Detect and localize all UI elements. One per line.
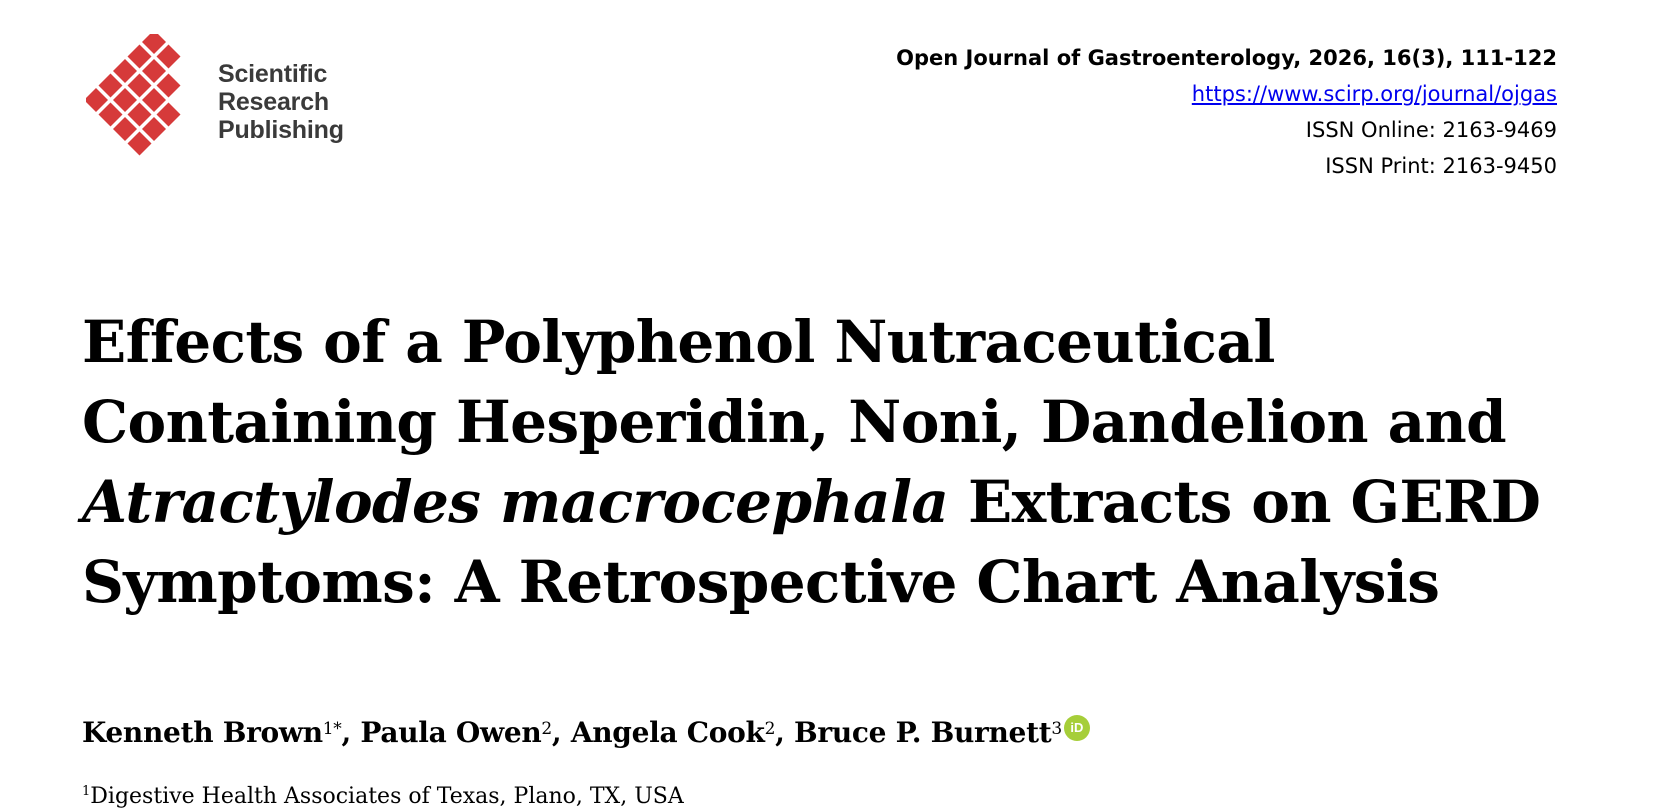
publisher-logo[interactable]: Scientific Research Publishing — [86, 34, 386, 174]
logo-diamond — [113, 59, 137, 83]
author-affiliation-mark: 1* — [322, 719, 342, 739]
logo-diamond — [127, 102, 152, 127]
affiliation: 1Digestive Health Associates of Texas, P… — [82, 784, 684, 809]
journal-info: Open Journal of Gastroenterology, 2026, … — [896, 40, 1557, 184]
author-affiliation-mark: 2 — [541, 719, 552, 739]
author-affiliation-mark: 3 — [1051, 719, 1062, 739]
title-line-3-rest: Extracts on GERD — [948, 468, 1541, 536]
title-line-1: Effects of a Polyphenol Nutraceutical — [82, 308, 1275, 376]
logo-diamonds — [86, 34, 181, 156]
logo-diamond — [127, 73, 152, 98]
logo-diamond — [113, 88, 137, 112]
issn-online: ISSN Online: 2163-9469 — [1305, 118, 1557, 142]
title-line-4: Symptoms: A Retrospective Chart Analysis — [82, 548, 1440, 616]
affiliation-text: Digestive Health Associates of Texas, Pl… — [90, 784, 684, 809]
author-name: Angela Cook — [570, 716, 765, 749]
journal-url-link[interactable]: https://www.scirp.org/journal/ojgas — [1191, 82, 1557, 106]
publisher-name: Scientific Research Publishing — [218, 60, 344, 144]
author-name: Kenneth Brown — [82, 716, 323, 749]
logo-diamond — [142, 59, 166, 83]
logo-diamond — [127, 131, 152, 156]
author-name: Bruce P. Burnett — [794, 716, 1052, 749]
title-species-name: Atractylodes macrocephala — [82, 468, 949, 536]
logo-diamond — [156, 44, 181, 69]
logo-diamond — [142, 88, 166, 112]
logo-diamond — [142, 34, 166, 54]
author-separator: , — [341, 716, 361, 749]
affiliation-mark: 1 — [82, 784, 91, 799]
logo-diamond — [142, 117, 166, 141]
diamond-grid-logo-icon — [86, 34, 181, 156]
logo-diamond — [98, 102, 123, 127]
paper-title: Effects of a Polyphenol Nutraceutical Co… — [82, 302, 1582, 622]
author-affiliation-mark: 2 — [764, 719, 776, 739]
author-separator: , — [775, 716, 795, 749]
publisher-name-line1: Scientific — [218, 60, 328, 88]
publisher-name-line2: Research — [218, 88, 329, 116]
logo-diamond — [156, 73, 181, 98]
logo-diamond — [113, 117, 137, 141]
orcid-icon[interactable]: iD — [1063, 715, 1090, 741]
logo-diamond — [98, 73, 123, 98]
logo-diamond — [156, 102, 181, 127]
issn-print: ISSN Print: 2163-9450 — [1325, 154, 1557, 178]
journal-citation: Open Journal of Gastroenterology, 2026, … — [896, 46, 1557, 70]
title-line-3: Atractylodes macrocephala Extracts on GE… — [82, 462, 1582, 542]
logo-diamond — [86, 88, 108, 112]
author-list: Kenneth Brown1*, Paula Owen2, Angela Coo… — [82, 715, 1090, 749]
author-name: Paula Owen — [360, 716, 542, 749]
title-line-2: Containing Hesperidin, Noni, Dandelion a… — [82, 388, 1507, 456]
logo-diamond — [127, 44, 152, 69]
publisher-name-line3: Publishing — [218, 116, 344, 144]
author-separator: , — [551, 716, 571, 749]
